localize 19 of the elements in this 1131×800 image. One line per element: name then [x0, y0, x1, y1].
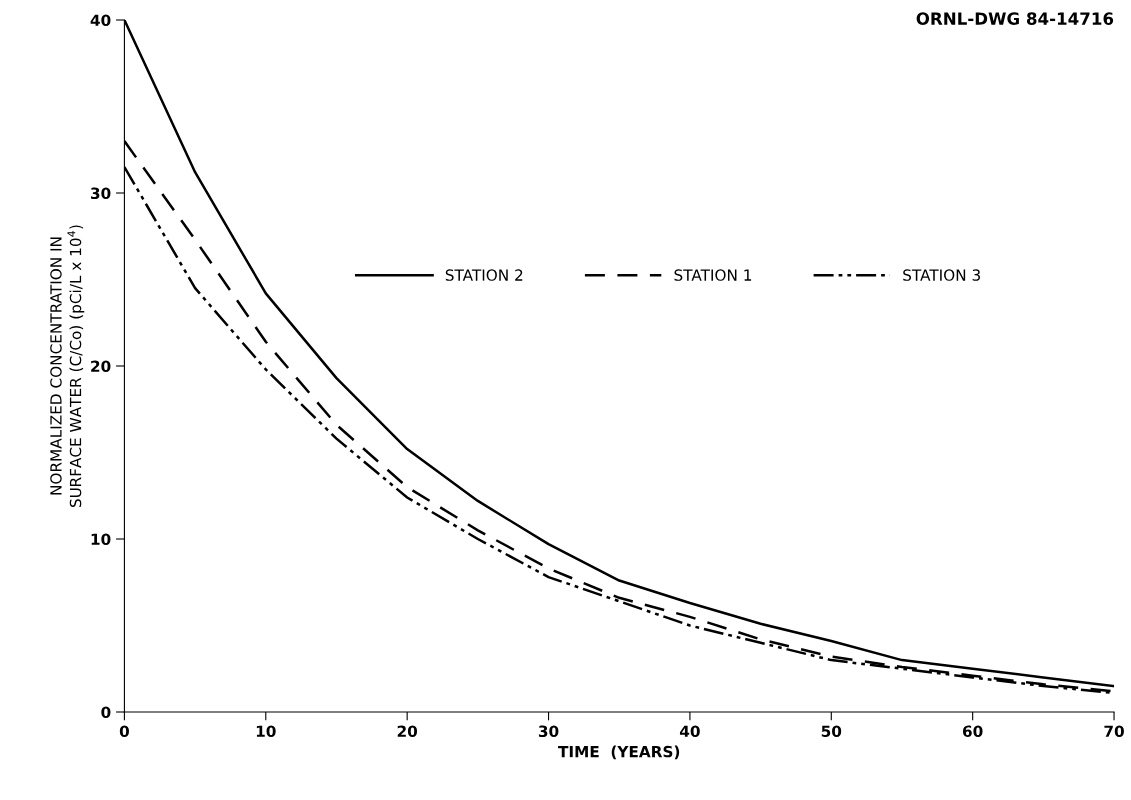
- legend-label: STATION 1: [674, 269, 752, 281]
- y-tick-label: 40: [90, 14, 111, 27]
- legend-label: STATION 3: [903, 269, 980, 281]
- x-tick-label: 60: [962, 725, 983, 738]
- y-axis-title: NORMALIZED CONCENTRATION IN SURFACE WATER (C/Co) (pCi/L x 10$^{4}$): [50, 225, 85, 507]
- x-tick-label: 50: [821, 725, 842, 738]
- annotation: ORNL-DWG 84-14716: [916, 12, 1114, 25]
- x-tick-label: 70: [1104, 725, 1124, 738]
- x-tick-label: 0: [119, 725, 129, 738]
- y-tick-label: 0: [101, 706, 111, 719]
- y-tick-label: 10: [91, 533, 111, 546]
- x-tick-label: 40: [679, 725, 700, 738]
- x-tick-label: 20: [397, 725, 418, 738]
- legend-label: STATION 2: [445, 269, 523, 281]
- y-tick-label: 30: [90, 187, 111, 200]
- x-tick-label: 30: [538, 725, 559, 738]
- y-tick-label: 20: [91, 360, 111, 373]
- x-tick-label: 10: [256, 725, 276, 738]
- x-axis-title: TIME (YEARS): [558, 745, 680, 760]
